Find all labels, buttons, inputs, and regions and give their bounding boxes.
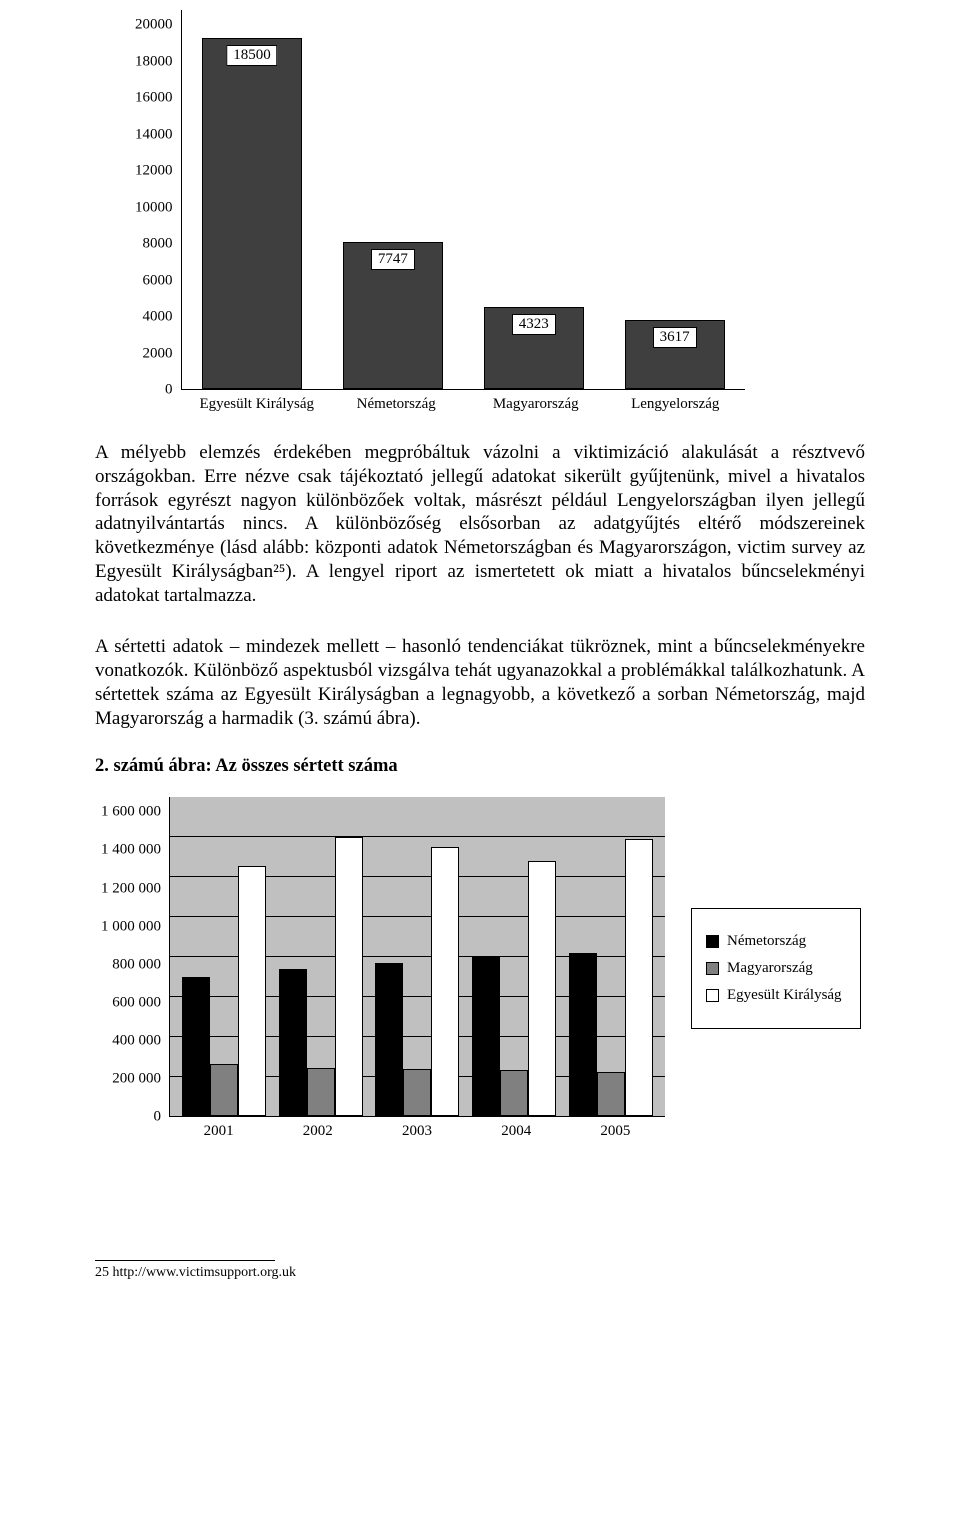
- chart2-xtick: 2005: [566, 1123, 665, 1140]
- chart1-xtick: Németország: [327, 396, 467, 413]
- chart1-ytick: 20000: [135, 18, 173, 33]
- legend-item-hungary: Magyarország: [706, 960, 846, 977]
- chart2-ytick: 1 200 000: [95, 881, 161, 896]
- chart1-bar: 18500: [202, 38, 302, 389]
- chart1-xtick: Lengyelország: [606, 396, 746, 413]
- chart1-y-axis: 0200040006000800010000120001400016000180…: [135, 10, 181, 390]
- chart2-bar: [431, 847, 459, 1116]
- chart2-bar: [625, 839, 653, 1116]
- chart1-bar-column: 18500: [182, 10, 323, 389]
- chart1-xtick: Egyesült Királyság: [187, 396, 327, 413]
- chart2-x-axis: 20012002200320042005: [169, 1123, 665, 1140]
- chart2-group: [466, 797, 563, 1116]
- chart1-bar: 4323: [484, 307, 584, 389]
- chart1-ytick: 12000: [135, 164, 173, 179]
- chart2-bar: [238, 866, 266, 1116]
- chart1-ytick: 6000: [135, 273, 173, 288]
- chart2-xtick: 2002: [268, 1123, 367, 1140]
- chart2-xtick: 2003: [367, 1123, 466, 1140]
- chart1-bar-column: 7747: [322, 10, 463, 389]
- chart1-bar-column: 4323: [463, 10, 604, 389]
- chart1-data-label: 7747: [371, 249, 415, 270]
- chart1-data-label: 3617: [653, 327, 697, 348]
- chart2-bar: [210, 1064, 238, 1116]
- legend-item-germany: Németország: [706, 933, 846, 950]
- chart2-bar: [597, 1072, 625, 1116]
- chart1-x-axis: Egyesült KirályságNémetországMagyarorszá…: [187, 390, 745, 413]
- chart2-bar: [182, 977, 210, 1117]
- footnote-separator: [95, 1260, 275, 1261]
- chart2-group: [369, 797, 466, 1116]
- legend-item-uk: Egyesült Királyság: [706, 987, 846, 1004]
- chart1-xtick: Magyarország: [466, 396, 606, 413]
- chart2-ytick: 1 600 000: [95, 805, 161, 820]
- chart2-bar: [403, 1069, 431, 1116]
- chart2-bar: [375, 963, 403, 1117]
- chart2-bar: [472, 956, 500, 1116]
- chart2-xtick: 2004: [467, 1123, 566, 1140]
- legend-label: Magyarország: [727, 960, 813, 977]
- chart1-data-label: 4323: [512, 314, 556, 335]
- chart2-group: [562, 797, 659, 1116]
- legend-swatch-hungary: [706, 962, 719, 975]
- chart2-bar: [279, 969, 307, 1117]
- chart1-data-label: 18500: [226, 45, 278, 66]
- chart2-xtick: 2001: [169, 1123, 268, 1140]
- paragraph-2: A sértetti adatok – mindezek mellett – h…: [95, 635, 865, 730]
- chart2-legend: Németország Magyarország Egyesült Király…: [691, 908, 861, 1029]
- chart1-plot-area: 18500 7747 4323 3617: [181, 10, 746, 390]
- chart1-ytick: 2000: [135, 346, 173, 361]
- chart2-bar: [528, 861, 556, 1116]
- chart-victims-total: 0 200 000 400 000 600 000 800 000 1 000 000 1 …: [95, 797, 865, 1140]
- chart2-ytick: 600 000: [95, 995, 161, 1010]
- legend-label: Németország: [727, 933, 806, 950]
- chart2-ytick: 1 000 000: [95, 919, 161, 934]
- chart2-bar: [569, 953, 597, 1116]
- legend-swatch-germany: [706, 935, 719, 948]
- chart2-ytick: 800 000: [95, 957, 161, 972]
- chart2-bar: [307, 1068, 335, 1116]
- chart1-ytick: 4000: [135, 310, 173, 325]
- chart2-ytick: 0: [95, 1110, 161, 1125]
- chart2-ytick: 1 400 000: [95, 843, 161, 858]
- chart1-ytick: 8000: [135, 237, 173, 252]
- chart2-plot-area: [169, 797, 665, 1117]
- chart1-bar-column: 3617: [604, 10, 745, 389]
- chart-victimization-rate: 0 2000 4000 6000 8000 10000 12000 14000 16000 180…: [135, 10, 745, 413]
- chart2-ytick: 400 000: [95, 1034, 161, 1049]
- footnote-text: http://www.victimsupport.org.uk: [109, 1265, 296, 1280]
- footnote-25: 25 http://www.victimsupport.org.uk: [95, 1265, 865, 1281]
- chart2-bar: [335, 837, 363, 1116]
- chart2-ytick: 200 000: [95, 1072, 161, 1087]
- chart2-group: [273, 797, 370, 1116]
- chart1-ytick: 16000: [135, 91, 173, 106]
- paragraph-1: A mélyebb elemzés érdekében megpróbáltuk…: [95, 441, 865, 607]
- chart1-ytick: 0: [135, 383, 173, 398]
- chart1-bar: 3617: [625, 320, 725, 389]
- chart2-bar: [500, 1070, 528, 1116]
- footnote-marker: 25: [95, 1265, 109, 1280]
- chart1-bar: 7747: [343, 242, 443, 389]
- chart2-group: [176, 797, 273, 1116]
- chart1-ytick: 14000: [135, 127, 173, 142]
- chart1-ytick: 10000: [135, 200, 173, 215]
- chart2-title: 2. számú ábra: Az összes sértett száma: [95, 756, 865, 777]
- legend-label: Egyesült Királyság: [727, 987, 842, 1004]
- chart1-ytick: 18000: [135, 54, 173, 69]
- chart2-y-axis: 0200 000400 000600 000800 0001 000 0001 …: [95, 797, 169, 1117]
- legend-swatch-uk: [706, 989, 719, 1002]
